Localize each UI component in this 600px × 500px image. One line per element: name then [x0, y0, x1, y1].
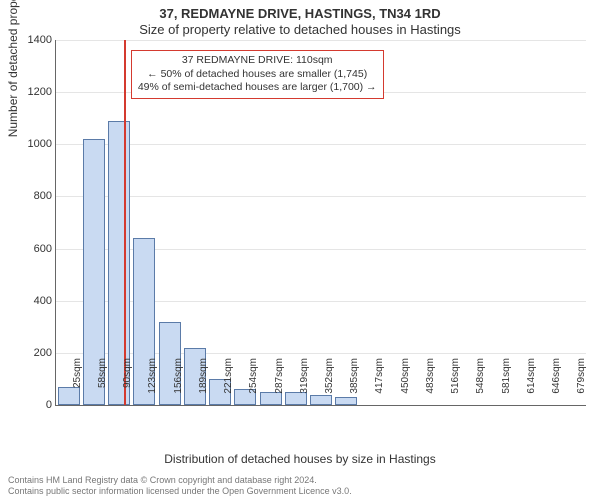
xtick-label: 483sqm	[425, 358, 436, 408]
y-axis-label: Number of detached properties	[6, 0, 20, 137]
ytick-label: 600	[12, 243, 52, 255]
xtick-label: 123sqm	[147, 358, 158, 408]
xtick-label: 548sqm	[475, 358, 486, 408]
xtick-label: 646sqm	[551, 358, 562, 408]
ytick-label: 1200	[12, 86, 52, 98]
xtick-label: 189sqm	[198, 358, 209, 408]
xtick-label: 516sqm	[450, 358, 461, 408]
chart-title-line2: Size of property relative to detached ho…	[0, 22, 600, 37]
gridline	[56, 40, 586, 41]
ytick-label: 1000	[12, 138, 52, 150]
gridline	[56, 144, 586, 145]
ytick-label: 800	[12, 190, 52, 202]
xtick-label: 385sqm	[349, 358, 360, 408]
xtick-label: 417sqm	[374, 358, 385, 408]
xtick-label: 58sqm	[97, 358, 108, 408]
chart-footer: Contains HM Land Registry data © Crown c…	[8, 475, 352, 498]
xtick-label: 90sqm	[122, 358, 133, 408]
chart-title-line1: 37, REDMAYNE DRIVE, HASTINGS, TN34 1RD	[0, 6, 600, 21]
marker-vline	[124, 40, 126, 405]
xtick-label: 679sqm	[576, 358, 587, 408]
x-axis-label: Distribution of detached houses by size …	[0, 452, 600, 466]
annot-line3: 49% of semi-detached houses are larger (…	[138, 81, 377, 95]
xtick-label: 450sqm	[400, 358, 411, 408]
ytick-label: 200	[12, 347, 52, 359]
xtick-label: 221sqm	[223, 358, 234, 408]
xtick-label: 581sqm	[501, 358, 512, 408]
footer-line2: Contains public sector information licen…	[8, 486, 352, 497]
xtick-label: 352sqm	[324, 358, 335, 408]
gridline	[56, 196, 586, 197]
xtick-label: 319sqm	[299, 358, 310, 408]
ytick-label: 1400	[12, 34, 52, 46]
ytick-label: 400	[12, 295, 52, 307]
annot-line1: 37 REDMAYNE DRIVE: 110sqm	[138, 54, 377, 68]
annotation-box: 37 REDMAYNE DRIVE: 110sqm← 50% of detach…	[131, 50, 384, 99]
ytick-label: 0	[12, 399, 52, 411]
xtick-label: 254sqm	[248, 358, 259, 408]
xtick-label: 156sqm	[173, 358, 184, 408]
xtick-label: 25sqm	[72, 358, 83, 408]
xtick-label: 287sqm	[274, 358, 285, 408]
annot-line2: ← 50% of detached houses are smaller (1,…	[138, 68, 377, 82]
xtick-label: 614sqm	[526, 358, 537, 408]
footer-line1: Contains HM Land Registry data © Crown c…	[8, 475, 352, 486]
